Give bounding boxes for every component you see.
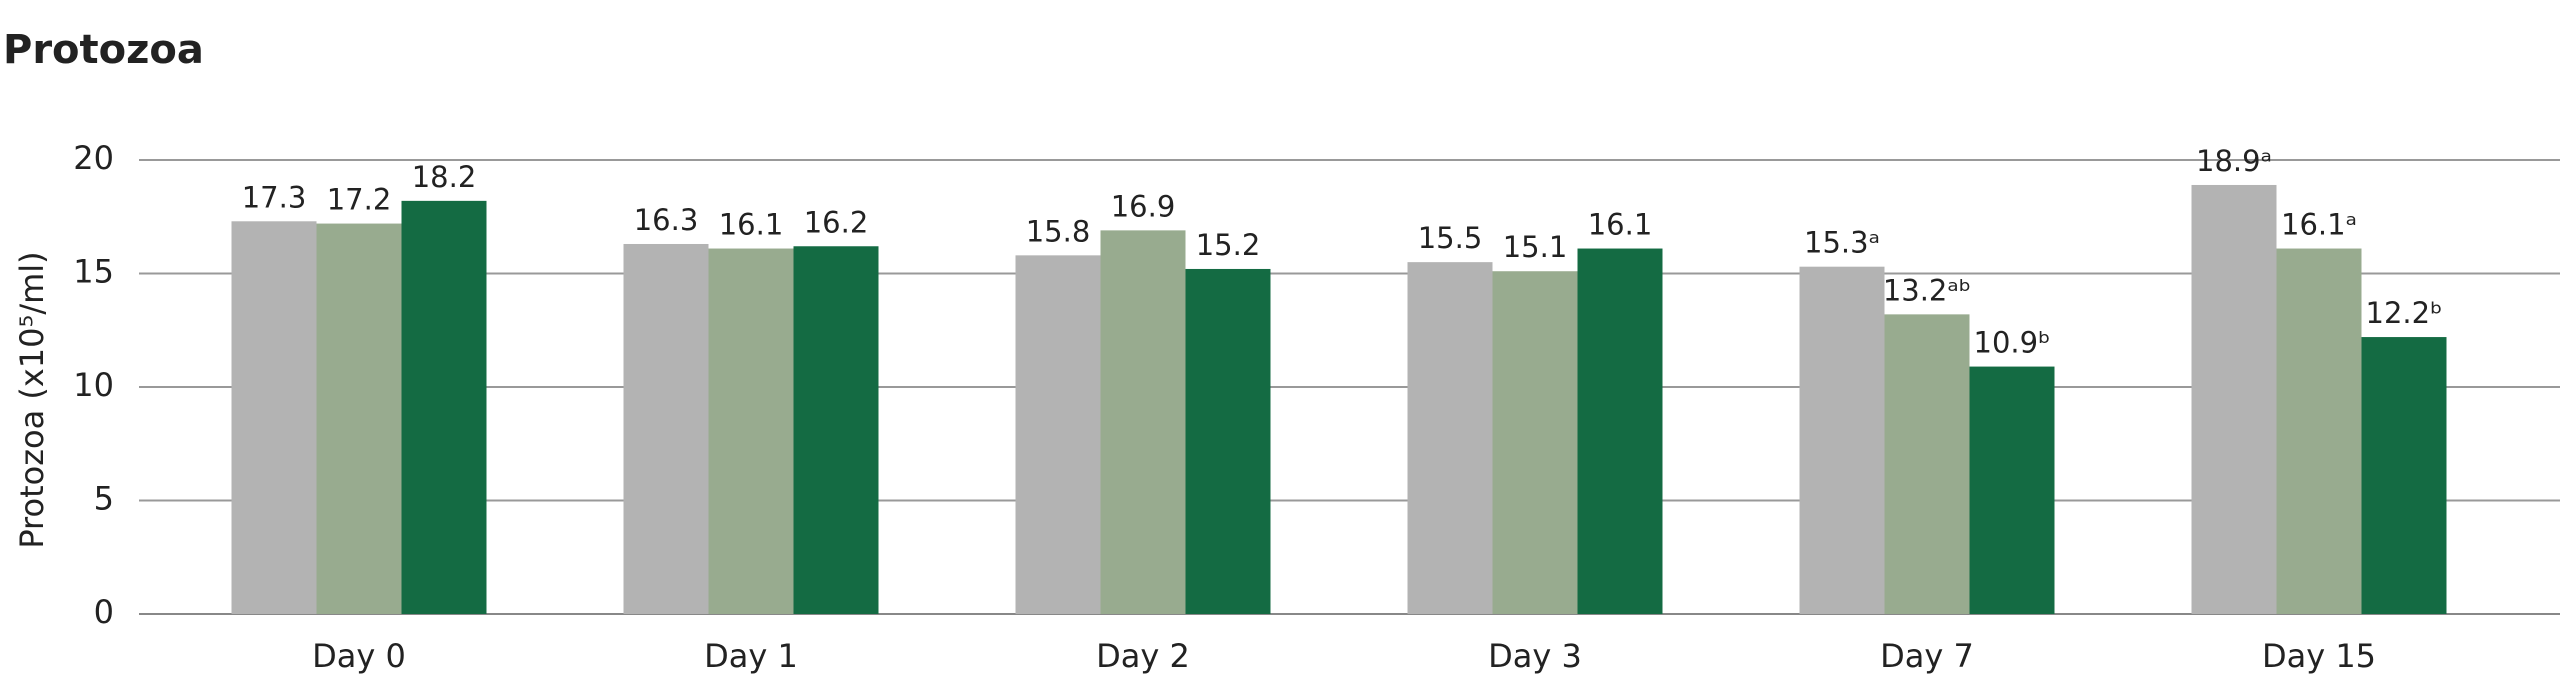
value-label: 10.9ᵇ	[1974, 326, 2051, 360]
y-axis-title: Protozoa (x10⁵/ml)	[13, 251, 51, 548]
bar	[2361, 337, 2447, 614]
bar	[1492, 271, 1578, 614]
x-tick-label: Day 1	[704, 637, 798, 675]
y-tick-label: 15	[73, 253, 114, 291]
value-label: 16.2	[804, 205, 869, 239]
x-tick-label: Day 7	[1880, 637, 1974, 675]
value-label: 15.5	[1418, 221, 1483, 255]
bar	[316, 223, 402, 614]
bar	[401, 200, 487, 615]
y-tick-label: 10	[73, 366, 114, 404]
x-tick-label: Day 2	[1096, 637, 1190, 675]
x-tick-label: Day 15	[2262, 637, 2376, 675]
bar	[1407, 262, 1493, 614]
value-label: 16.1	[1588, 208, 1653, 242]
value-label: 15.3ᵃ	[1804, 226, 1880, 260]
value-label: 18.9ᵃ	[2196, 144, 2272, 178]
y-tick-label: 5	[94, 480, 114, 518]
bar	[2191, 184, 2277, 614]
value-label: 16.1ᵃ	[2281, 208, 2357, 242]
bar	[1015, 255, 1101, 614]
bar	[1100, 230, 1186, 614]
bar	[1185, 268, 1271, 614]
bar	[1969, 366, 2055, 614]
value-label: 16.1	[719, 208, 784, 242]
chart-title: Protozoa	[3, 27, 204, 73]
value-label: 16.9	[1111, 189, 1176, 223]
value-label: 15.2	[1196, 228, 1261, 262]
value-label: 17.2	[327, 183, 392, 217]
bar	[1884, 314, 1970, 614]
value-label: 15.8	[1026, 214, 1091, 248]
value-label: 15.1	[1503, 230, 1568, 264]
bar	[1799, 266, 1885, 614]
bar	[2276, 248, 2362, 614]
bar	[623, 243, 709, 615]
value-label: 16.3	[634, 203, 699, 237]
x-tick-label: Day 3	[1488, 637, 1582, 675]
y-tick-label: 20	[73, 139, 114, 177]
value-label: 13.2ᵃᵇ	[1883, 273, 1971, 307]
bar	[231, 221, 317, 615]
bar	[793, 246, 879, 614]
value-label: 12.2ᵇ	[2366, 296, 2443, 330]
value-label: 18.2	[412, 160, 477, 194]
bar	[1577, 248, 1663, 614]
bar	[708, 248, 794, 614]
x-tick-label: Day 0	[312, 637, 406, 675]
y-tick-label: 0	[94, 593, 114, 631]
value-label: 17.3	[242, 180, 307, 214]
